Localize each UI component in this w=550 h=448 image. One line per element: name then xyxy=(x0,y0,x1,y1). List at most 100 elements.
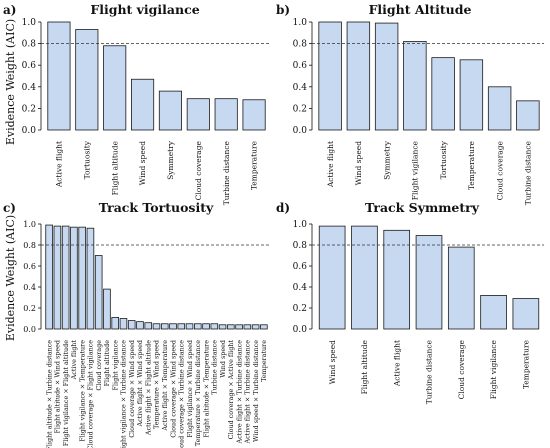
x-tick-label: Temperature xyxy=(260,340,268,382)
chart-title-d: Track Symmetry xyxy=(365,200,480,215)
panel-label-c: c) xyxy=(3,201,16,215)
x-tick-label: Cloud coverage xyxy=(194,140,203,200)
bar xyxy=(53,225,62,330)
bar xyxy=(227,324,235,330)
panel-b: b) Flight Altitude 0.0 0.2 0.4 0.6 0.8 1.0 Act… xyxy=(276,2,544,205)
y-tick-label: 0.8 xyxy=(22,40,37,50)
plot-d: 0.0 0.2 0.4 0.6 0.8 1.0 Wind speed Flight altit… xyxy=(293,220,544,404)
x-tick-label: Symmetry xyxy=(166,140,175,180)
bar xyxy=(169,323,177,330)
bar xyxy=(70,226,78,330)
y-tick-label: 0.4 xyxy=(23,283,36,292)
y-tick-label: 0.2 xyxy=(23,304,36,313)
bar xyxy=(210,323,219,330)
y-tick-label: 1.0 xyxy=(293,220,308,230)
x-tick-label: Turbine distance xyxy=(425,339,434,404)
x-tick-label: Cloud coverage × Wind speed xyxy=(169,340,177,438)
x-tick-label: Flight vigilance × Wind speed xyxy=(186,340,194,438)
x-tick-label: Active flight xyxy=(70,340,78,381)
x-tick-label: Active flight × Temperature xyxy=(161,340,169,432)
x-tick-label: Flight altitude × Wind speed xyxy=(54,340,62,434)
panel-label-b: b) xyxy=(276,3,290,17)
bar xyxy=(202,323,210,330)
x-tick-label: Wind speed xyxy=(219,340,227,378)
bar xyxy=(152,323,161,330)
bar xyxy=(218,324,227,330)
bar xyxy=(214,98,238,131)
bar xyxy=(346,21,371,131)
panel-a: a) Flight vigilance Evidence Weight (AIC… xyxy=(3,2,270,205)
bar xyxy=(374,22,399,131)
chart-title-c: Track Tortuosity xyxy=(99,200,214,215)
x-tick-label: Active flight xyxy=(326,141,335,188)
bar xyxy=(194,323,202,330)
bar xyxy=(459,59,484,131)
ylabel-a: Evidence Weight (AIC) xyxy=(4,19,17,145)
bar xyxy=(111,317,119,330)
bar xyxy=(103,288,111,330)
y-tick-label: 1.0 xyxy=(22,18,37,28)
bar xyxy=(158,90,182,131)
bar xyxy=(127,320,136,330)
bar xyxy=(415,235,443,330)
bar xyxy=(431,57,455,131)
x-tick-label: Tortuosity xyxy=(82,140,91,179)
y-tick-label: 1.0 xyxy=(293,18,308,28)
panel-c: c) Track Tortuosity Evidence Weight (AIC… xyxy=(3,200,270,448)
bar xyxy=(160,323,169,330)
x-tick-label: Cloud coverage × Flight vigilance xyxy=(87,340,95,448)
bar xyxy=(45,224,53,330)
plot-b: 0.0 0.2 0.4 0.6 0.8 1.0 Active flight Wind spee… xyxy=(293,18,544,205)
y-tick-label: 0.2 xyxy=(293,104,307,114)
bar xyxy=(516,100,540,131)
x-tick-label: Flight altitude xyxy=(103,340,111,387)
x-tick-label: Wind speed xyxy=(354,141,363,186)
y-tick-label: 1.0 xyxy=(23,220,36,229)
x-tick-label: Active flight xyxy=(392,340,401,387)
x-tick-label: Turbine distance xyxy=(222,140,231,205)
bar xyxy=(351,225,378,330)
bar xyxy=(75,29,99,131)
x-tick-label: Cloud coverage xyxy=(457,339,466,399)
x-tick-label: Active flight × Flight altitude xyxy=(144,340,152,436)
bar xyxy=(242,99,266,131)
y-tick-label: 0.0 xyxy=(22,126,37,136)
y-tick-label: 0.4 xyxy=(22,83,37,93)
bar xyxy=(47,21,71,131)
y-tick-label: 0.6 xyxy=(293,61,308,71)
bar xyxy=(243,324,252,330)
bar xyxy=(383,229,411,330)
bar xyxy=(318,225,346,330)
bar xyxy=(136,321,144,330)
bar xyxy=(131,78,155,131)
x-tick-label: Flight vigilance × Turbine distance xyxy=(120,340,128,448)
bar xyxy=(235,324,243,330)
x-tick-label: Tortuosity xyxy=(439,140,448,179)
bar xyxy=(177,323,186,330)
bar xyxy=(480,294,507,330)
y-tick-label: 0.4 xyxy=(293,283,308,293)
bar xyxy=(403,41,427,131)
y-tick-label: 0.2 xyxy=(293,304,307,314)
y-tick-label: 0.6 xyxy=(22,61,37,71)
x-tick-label: Cloud coverage xyxy=(495,140,504,200)
ylabel-c: Evidence Weight (AIC) xyxy=(4,215,17,341)
x-tick-label: Cloud coverage × Wind speed xyxy=(128,340,136,438)
x-tick-label: Flight altitude xyxy=(360,339,369,394)
bar xyxy=(447,246,475,330)
y-tick-label: 0.8 xyxy=(293,241,308,251)
x-tick-label: Temperature × Turbine distance xyxy=(194,340,202,446)
x-tick-label: Active flight × Turbine distance xyxy=(244,340,252,445)
panel-label-a: a) xyxy=(3,3,16,17)
x-tick-label: Wind speed × Turbine distance xyxy=(252,340,260,442)
y-tick-label: 0.0 xyxy=(23,325,36,334)
y-tick-label: 0.2 xyxy=(22,104,36,114)
x-tick-label: Wind speed xyxy=(138,141,147,186)
x-tick-label: Turbine distance xyxy=(211,340,219,395)
bar xyxy=(512,298,540,330)
chart-title-a: Flight vigilance xyxy=(90,2,199,17)
y-tick-label: 0.6 xyxy=(23,262,36,271)
bar xyxy=(185,323,194,330)
y-tick-label: 0.6 xyxy=(293,262,308,272)
